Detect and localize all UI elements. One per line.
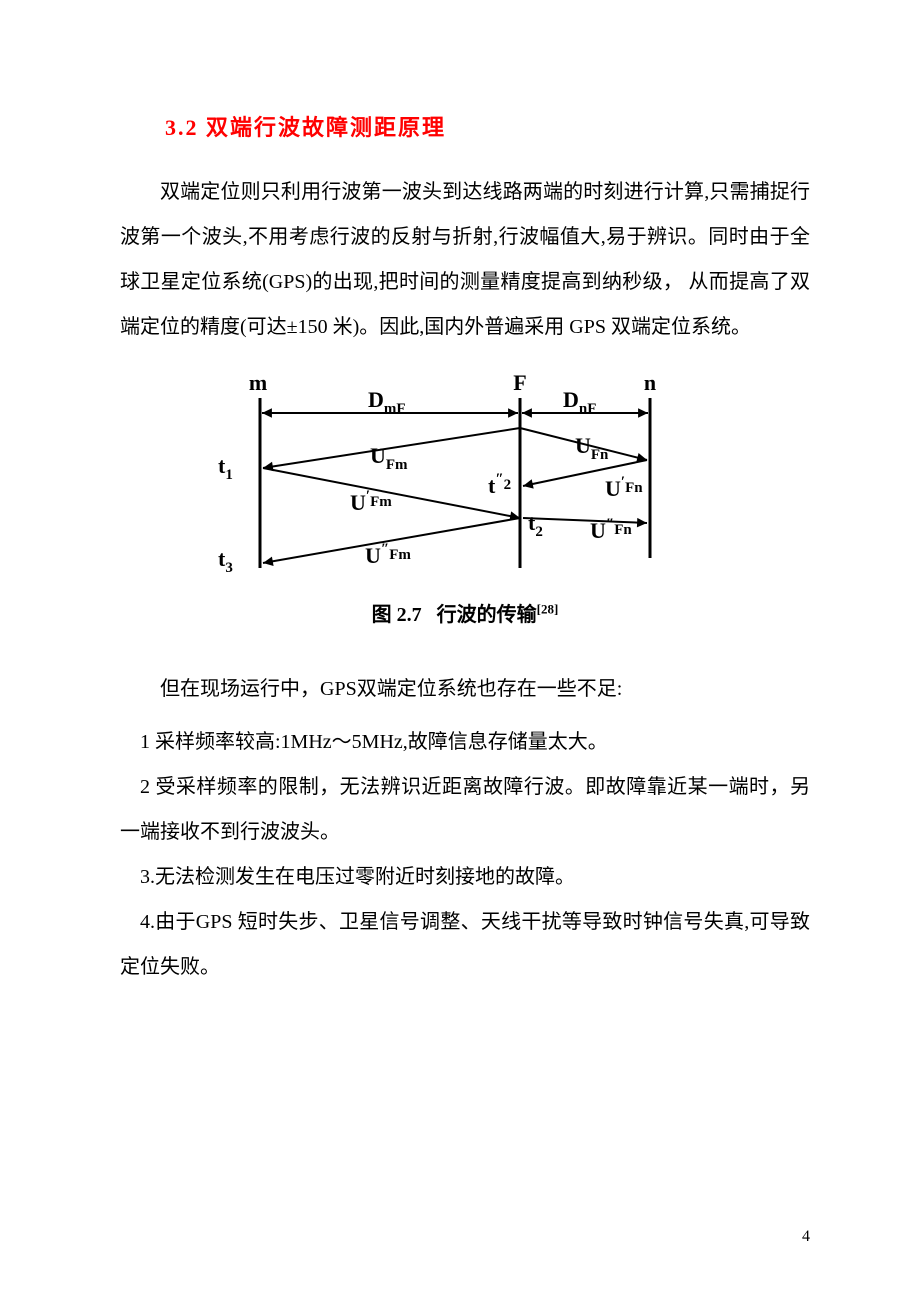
list-item-2: 2 受采样频率的限制，无法辨识近距离故障行波。即故障靠近某一端时，另一端接收不到…: [120, 765, 810, 855]
svg-text:U″Fm: U″Fm: [365, 541, 411, 568]
list-item-3: 3.无法检测发生在电压过零附近时刻接地的故障。: [120, 855, 810, 900]
section-heading: 3.2 双端行波故障测距原理: [165, 110, 810, 142]
caption-cite: [28]: [537, 601, 559, 616]
caption-text: 行波的传输: [437, 604, 537, 626]
paragraph-2: 但在现场运行中，GPS双端定位系统也存在一些不足:: [120, 667, 810, 712]
svg-text:n: n: [644, 370, 656, 395]
wave-diagram: mFnDmFDnFt1t3t′1t″3t″2t2UFmU′FmU″FmUFnU′…: [180, 368, 660, 578]
page-number: 4: [802, 1228, 810, 1246]
svg-text:t″2: t″2: [488, 471, 511, 498]
list-item-4: 4.由于GPS 短时失步、卫星信号调整、天线干扰等导致时钟信号失真,可导致定位失…: [120, 900, 810, 990]
svg-text:t1: t1: [218, 453, 233, 483]
svg-text:t3: t3: [218, 546, 233, 576]
svg-text:U′Fn: U′Fn: [605, 474, 643, 501]
svg-text:t2: t2: [528, 510, 543, 540]
svg-text:U″Fn: U″Fn: [590, 516, 632, 543]
svg-text:UFn: UFn: [575, 433, 609, 463]
figure-2-7: mFnDmFDnFt1t3t′1t″3t″2t2UFmU′FmU″FmUFnU′…: [180, 368, 810, 578]
paragraph-1: 双端定位则只利用行波第一波头到达线路两端的时刻进行计算,只需捕捉行波第一个波头,…: [120, 170, 810, 350]
list-item-1: 1 采样频率较高:1MHz～5MHz,故障信息存储量太大。: [120, 720, 810, 765]
svg-text:F: F: [513, 370, 526, 395]
svg-text:m: m: [249, 370, 267, 395]
figure-caption: 图 2.7 行波的传输[28]: [120, 598, 810, 627]
caption-prefix: 图 2.7: [372, 604, 422, 626]
